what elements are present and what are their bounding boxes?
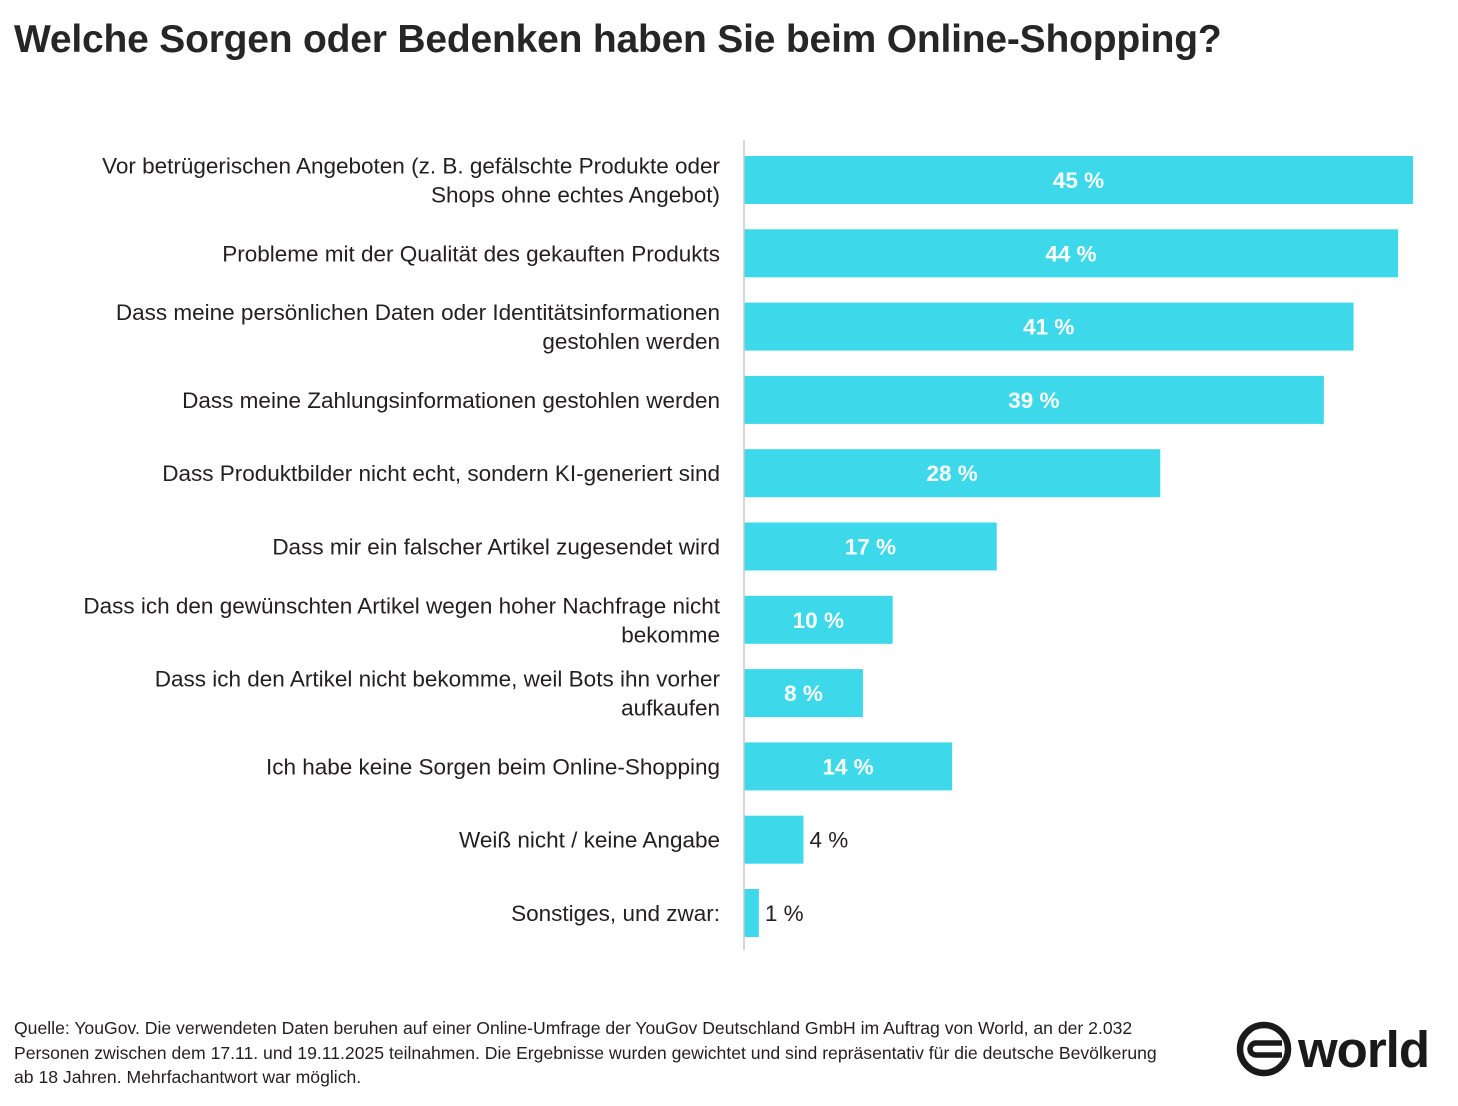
value-label-6: 17 % (845, 535, 896, 560)
world-logo-icon (1236, 1021, 1292, 1077)
category-label-11: Sonstiges, und zwar: (511, 901, 720, 926)
logo-wordmark: world (1298, 1020, 1430, 1078)
value-label-2: 44 % (1045, 241, 1096, 266)
category-label-6: Dass mir ein falscher Artikel zugesendet… (272, 535, 720, 560)
source-note: Quelle: YouGov. Die verwendeten Daten be… (14, 1018, 1157, 1087)
category-label-2: Probleme mit der Qualität des gekauften … (222, 241, 720, 266)
category-label-9: Ich habe keine Sorgen beim Online-Shoppi… (266, 754, 720, 779)
value-label-10: 4 % (809, 828, 848, 853)
value-label-9: 14 % (822, 754, 873, 779)
bar-5 (744, 449, 1161, 498)
value-label-11: 1 % (765, 901, 804, 926)
bar-3 (744, 302, 1354, 351)
world-logo: world (1236, 1020, 1430, 1078)
category-label-4: Dass meine Zahlungsinformationen gestohl… (182, 388, 720, 413)
bar-11 (744, 889, 759, 937)
bar-chart: 45 % Vor betrügerischen Angeboten (z. B. … (83, 140, 1413, 950)
bar-10 (744, 815, 804, 864)
bar-6 (744, 522, 997, 571)
bar-1 (744, 156, 1413, 204)
value-label-1: 45 % (1053, 168, 1104, 193)
bar-7 (744, 595, 893, 644)
value-label-8: 8 % (784, 681, 823, 706)
value-label-7: 10 % (793, 608, 844, 633)
category-label-10: Weiß nicht / keine Angabe (459, 828, 720, 853)
bar-9 (744, 742, 953, 791)
bar-8 (744, 669, 863, 718)
chart-title: Welche Sorgen oder Bedenken haben Sie be… (14, 18, 1222, 61)
value-label-3: 41 % (1023, 315, 1074, 340)
value-label-5: 28 % (926, 461, 977, 486)
category-label-8: Dass ich den Artikel nicht bekomme, weil… (155, 667, 721, 721)
category-label-7: Dass ich den gewünschten Artikel wegen h… (83, 593, 720, 647)
value-label-4: 39 % (1008, 388, 1059, 413)
category-label-1: Vor betrügerischen Angeboten (z. B. gefä… (102, 154, 720, 208)
category-label-5: Dass Produktbilder nicht echt, sondern K… (162, 461, 720, 486)
bar-2 (744, 229, 1399, 278)
bar-4 (744, 375, 1324, 424)
category-label-3: Dass meine persönlichen Daten oder Ident… (116, 300, 720, 354)
